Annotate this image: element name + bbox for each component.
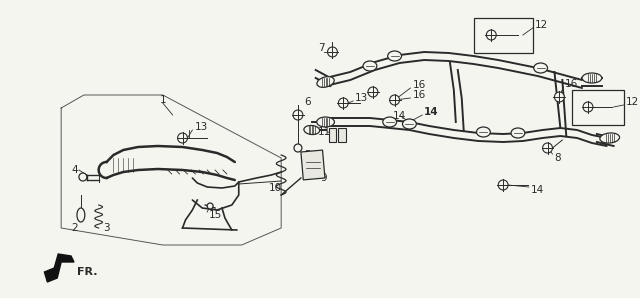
Text: 3: 3	[104, 223, 110, 233]
Ellipse shape	[477, 127, 490, 137]
Circle shape	[498, 180, 508, 190]
Text: FR.: FR.	[77, 267, 97, 277]
Text: 16: 16	[412, 80, 426, 90]
Text: 2: 2	[71, 223, 77, 233]
Ellipse shape	[388, 51, 401, 61]
Ellipse shape	[511, 128, 525, 138]
Text: 16: 16	[565, 79, 579, 89]
Circle shape	[207, 203, 213, 209]
Text: 8: 8	[554, 153, 561, 163]
Ellipse shape	[304, 125, 319, 134]
Text: 16: 16	[412, 90, 426, 100]
Bar	[572, 90, 623, 125]
Ellipse shape	[600, 133, 620, 143]
Text: 14: 14	[424, 107, 439, 117]
Circle shape	[390, 95, 399, 105]
Circle shape	[368, 87, 378, 97]
Text: 13: 13	[355, 93, 369, 103]
Ellipse shape	[77, 208, 85, 222]
Text: 12: 12	[534, 20, 548, 30]
Circle shape	[328, 47, 337, 57]
Circle shape	[554, 92, 564, 102]
Circle shape	[177, 133, 188, 143]
Bar	[474, 18, 532, 53]
Bar	[328, 128, 337, 142]
Text: 9: 9	[321, 173, 327, 183]
Ellipse shape	[403, 119, 417, 129]
Ellipse shape	[317, 117, 335, 127]
Text: 10: 10	[268, 183, 282, 193]
Text: 13: 13	[195, 122, 207, 132]
Text: 14: 14	[393, 111, 406, 121]
Bar	[301, 150, 325, 180]
Circle shape	[79, 173, 87, 181]
Bar	[339, 128, 346, 142]
Circle shape	[583, 102, 593, 112]
Text: 12: 12	[625, 97, 639, 107]
Text: 14: 14	[531, 185, 544, 195]
Circle shape	[339, 98, 348, 108]
Circle shape	[294, 144, 302, 152]
Ellipse shape	[582, 73, 602, 83]
Ellipse shape	[363, 61, 377, 71]
Ellipse shape	[383, 117, 397, 127]
Text: 4: 4	[71, 165, 77, 175]
Circle shape	[293, 110, 303, 120]
Polygon shape	[44, 254, 74, 282]
Text: 1: 1	[160, 95, 166, 105]
Text: 15: 15	[209, 210, 223, 220]
Ellipse shape	[317, 77, 334, 87]
Text: 6: 6	[304, 97, 310, 107]
Circle shape	[543, 143, 552, 153]
Text: 5: 5	[304, 150, 310, 160]
Circle shape	[486, 30, 496, 40]
Ellipse shape	[534, 63, 548, 73]
Text: 11: 11	[317, 127, 331, 137]
Text: 7: 7	[317, 43, 324, 53]
